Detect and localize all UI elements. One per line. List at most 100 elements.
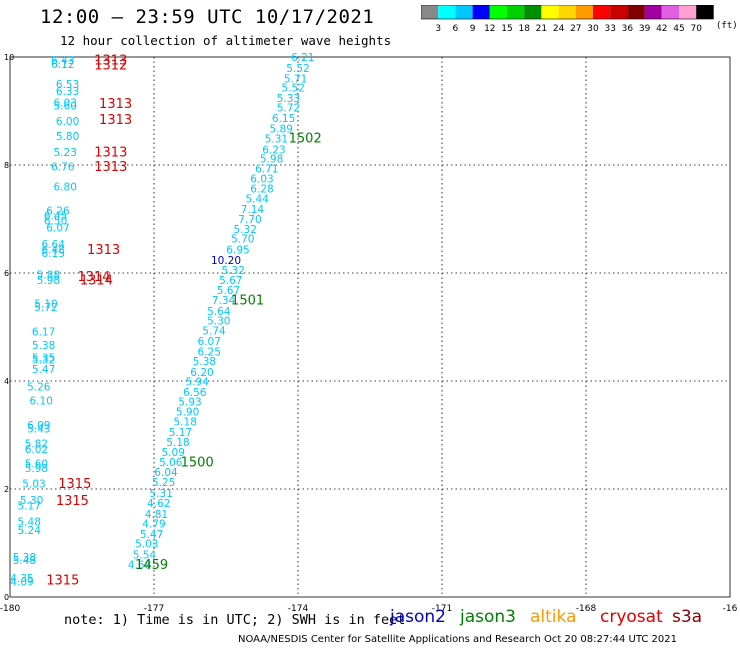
wave-height-value: 7.14 [241, 204, 265, 216]
color-scale-label: 18 [518, 24, 530, 34]
wave-height-value: 6.10 [30, 396, 53, 408]
wave-height-value: 5.23 [54, 147, 77, 159]
wave-height-value: 5.60 [25, 459, 48, 471]
track-number-label: 1313 [99, 97, 132, 112]
color-swatch [627, 5, 645, 19]
wave-height-value: 5.09 [162, 447, 185, 459]
legend-item-jason3: jason3 [460, 607, 516, 627]
legend-item-cryosat: cryosat [600, 607, 663, 627]
wave-height-value: 6.12 [51, 59, 74, 71]
wave-height-value: 5.64 [207, 306, 231, 318]
wave-height-value: 6.07 [198, 336, 221, 348]
wave-height-value: 5.38 [193, 356, 216, 368]
color-scale-label: 6 [453, 24, 459, 34]
wave-height-value: 6.50 [44, 216, 67, 228]
color-swatch [696, 5, 714, 19]
y-tick-label: 0 [4, 593, 9, 602]
wave-height-value: 5.10 [34, 298, 57, 310]
wave-height-value: 5.89 [270, 123, 293, 135]
wave-height-value: 4.81 [145, 509, 168, 521]
wave-height-value: 5.48 [18, 516, 41, 528]
wave-height-value: 5.35 [32, 352, 55, 364]
wave-height-value: 5.60 [54, 101, 77, 113]
color-scale-label: 42 [656, 24, 667, 34]
wave-height-value: 6.15 [42, 248, 65, 260]
track-number-label: 1502 [289, 132, 322, 147]
color-scale-bar: 3 6 9 12 15 18 21 24 27 30 33 36 39 42 45 70 [421, 5, 714, 34]
wave-height-value: 5.48 [13, 555, 36, 567]
track-number-label: 1501 [231, 294, 264, 309]
wave-height-value: 5.32 [222, 265, 245, 277]
wave-height-value: 5.43 [27, 424, 50, 436]
track-number-label: 1459 [135, 558, 168, 573]
x-tick-label: -16 [723, 604, 738, 612]
wave-height-value: 4.62 [147, 498, 170, 510]
wave-height-value: 6.03 [250, 174, 273, 186]
wave-height-value: 5.38 [32, 340, 55, 352]
wave-height-value: 6.15 [272, 113, 295, 125]
wave-height-value: 5.52 [282, 82, 305, 94]
wave-height-value: 5.98 [37, 275, 60, 287]
wave-height-value: 5.82 [25, 439, 48, 451]
wave-height-value: 5.32 [32, 354, 55, 366]
track-number-label: 1315 [56, 494, 89, 509]
color-swatch [575, 5, 593, 19]
wave-height-value: 6.02 [25, 444, 48, 456]
y-tick-label: 8 [4, 161, 9, 170]
wave-height-value: 5.18 [166, 437, 189, 449]
wave-height-value: 5.67 [217, 285, 240, 297]
wave-height-value: 5.80 [56, 131, 79, 143]
color-scale-label: 36 [622, 24, 634, 34]
wave-height-value: 6.25 [198, 346, 221, 358]
color-swatch [610, 5, 628, 19]
wave-height-value: 6.21 [291, 52, 314, 64]
wave-height-value: 5.47 [140, 529, 163, 541]
wave-height-value: 6.71 [255, 163, 278, 175]
track-number-label: 1500 [181, 456, 214, 471]
wave-height-value: 5.30 [207, 316, 230, 328]
track-number-label: 1314 [80, 274, 113, 289]
x-tick-label: -174 [288, 604, 309, 612]
color-swatch [455, 5, 473, 19]
wave-height-value: 5.70 [231, 234, 254, 246]
wave-height-value: 5.93 [178, 397, 201, 409]
wave-height-value: 5.24 [18, 525, 42, 537]
color-swatch [644, 5, 662, 19]
color-swatch [489, 5, 507, 19]
wave-height-value: 5.88 [37, 270, 60, 282]
plot-frame [9, 56, 731, 598]
track-number-label: 1313 [99, 113, 132, 128]
wave-height-value: 5.71 [284, 74, 307, 86]
wave-height-value: 5.44 [246, 194, 270, 206]
color-scale-label: 15 [501, 24, 512, 34]
wave-height-value: 5.18 [174, 417, 197, 429]
color-swatch [421, 5, 439, 19]
x-tick-label: -168 [576, 604, 597, 612]
wave-height-value: 7.70 [238, 214, 261, 226]
legend-item-jason2: jason2 [390, 607, 446, 627]
wave-height-value: 5.72 [34, 302, 57, 314]
wave-height-value: 5.25 [152, 477, 175, 489]
wave-height-value: 5.17 [169, 427, 192, 439]
wave-height-value: 5.31 [150, 488, 173, 500]
wave-height-value: 6.20 [190, 367, 213, 379]
color-swatch [438, 5, 456, 19]
color-swatch [507, 5, 525, 19]
wave-height-value: 6.33 [56, 86, 79, 98]
footnote: note: 1) Time is in UTC; 2) SWH is in fe… [64, 612, 406, 628]
wave-height-value: 5.03 [22, 479, 45, 491]
wave-height-value: 6.48 [42, 244, 65, 256]
wave-height-value: 6.26 [46, 205, 70, 217]
wave-height-value: 6.45 [44, 210, 67, 222]
wave-height-value: 5.52 [286, 63, 309, 75]
color-scale-label: 27 [570, 24, 581, 34]
wave-height-value: 6.95 [226, 244, 249, 256]
wave-height-value: 6.76 [51, 162, 75, 174]
color-scale-label: 24 [553, 24, 565, 34]
color-swatch [679, 5, 697, 19]
color-swatch [661, 5, 679, 19]
color-swatch [593, 5, 611, 19]
wave-height-value: 6.09 [27, 420, 50, 432]
wave-height-value: 5.33 [277, 93, 300, 105]
color-scale-label: 30 [587, 24, 599, 34]
